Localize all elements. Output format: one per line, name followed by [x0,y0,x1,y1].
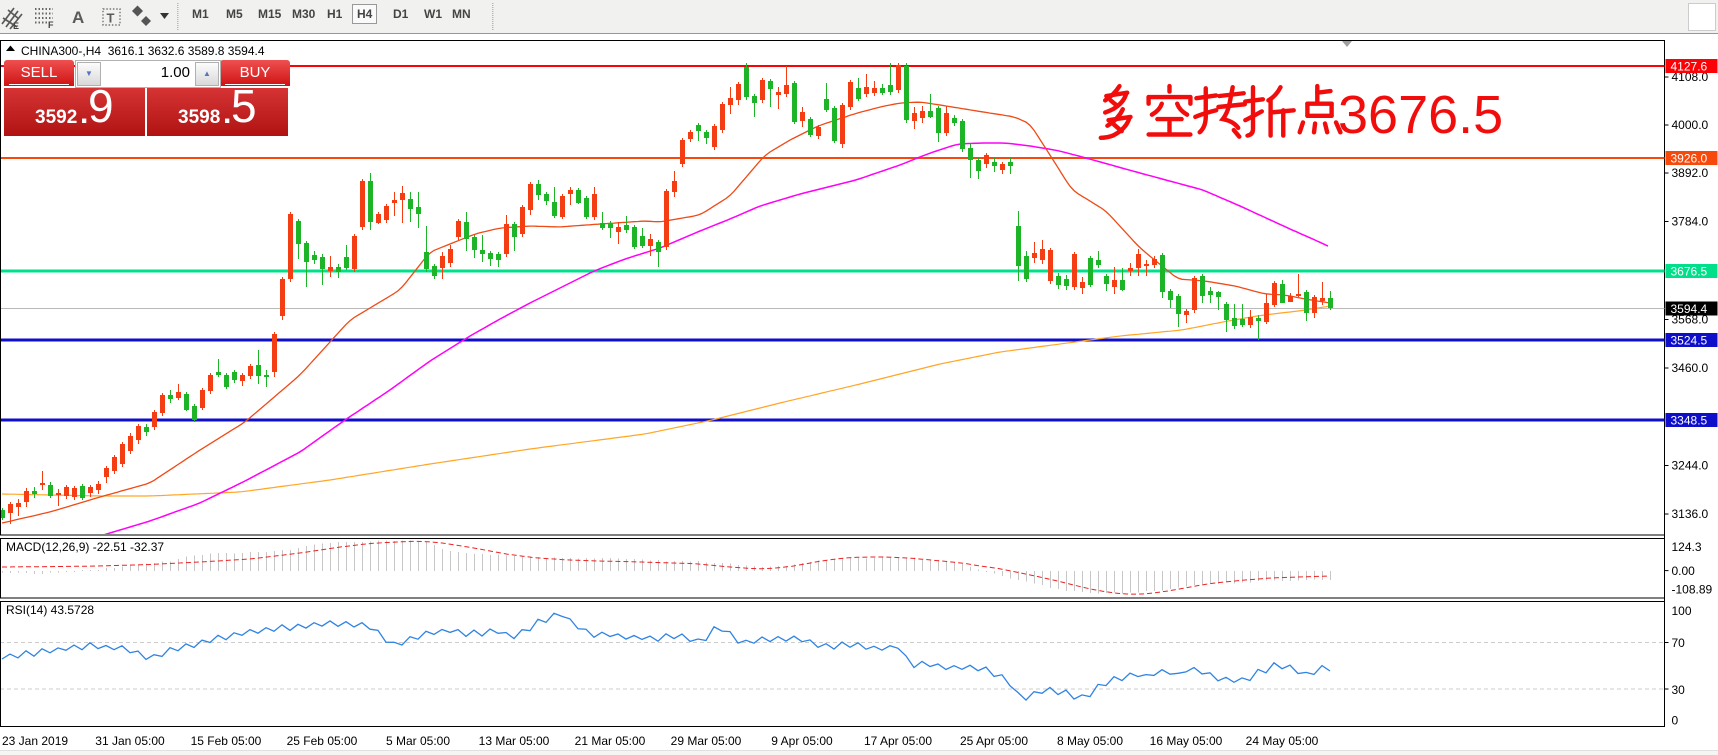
svg-text:17 Apr 05:00: 17 Apr 05:00 [864,734,932,748]
svg-text:3524.5: 3524.5 [1671,334,1708,348]
svg-text:124.3: 124.3 [1672,540,1702,554]
svg-text:21 Mar 05:00: 21 Mar 05:00 [575,734,646,748]
svg-text:F: F [48,20,54,30]
svg-text:E: E [13,21,19,31]
svg-text:3676.5: 3676.5 [1671,265,1708,279]
svg-text:13 Mar 05:00: 13 Mar 05:00 [479,734,550,748]
svg-text:3136.0: 3136.0 [1672,507,1709,521]
svg-text:9 Apr 05:00: 9 Apr 05:00 [771,734,833,748]
svg-text:15 Feb 05:00: 15 Feb 05:00 [191,734,262,748]
svg-text:25 Apr 05:00: 25 Apr 05:00 [960,734,1028,748]
svg-text:3244.0: 3244.0 [1672,459,1709,473]
svg-text:3892.0: 3892.0 [1672,166,1709,180]
svg-text:24 May 05:00: 24 May 05:00 [1246,734,1319,748]
svg-text:29 Mar 05:00: 29 Mar 05:00 [671,734,742,748]
svg-text:100: 100 [1672,604,1692,618]
svg-text:3460.0: 3460.0 [1672,361,1709,375]
svg-text:5 Mar 05:00: 5 Mar 05:00 [386,734,450,748]
svg-text:70: 70 [1672,636,1686,650]
svg-text:0: 0 [1672,714,1679,728]
svg-text:-108.89: -108.89 [1672,583,1713,597]
svg-text:4108.0: 4108.0 [1672,70,1709,84]
svg-text:MACD(12,26,9) -22.51 -32.37: MACD(12,26,9) -22.51 -32.37 [6,540,164,554]
svg-text:3676.5: 3676.5 [1338,85,1503,145]
svg-text:8 May 05:00: 8 May 05:00 [1057,734,1123,748]
svg-text:4127.6: 4127.6 [1671,60,1708,74]
svg-text:25 Feb 05:00: 25 Feb 05:00 [287,734,358,748]
svg-text:3568.0: 3568.0 [1672,313,1709,327]
svg-text:16 May 05:00: 16 May 05:00 [1150,734,1223,748]
svg-text:T: T [107,11,115,26]
svg-text:4000.0: 4000.0 [1672,118,1709,132]
svg-text:3784.0: 3784.0 [1672,215,1709,229]
svg-text:3594.4: 3594.4 [1671,302,1708,316]
svg-text:30: 30 [1672,683,1686,697]
svg-text:RSI(14) 43.5728: RSI(14) 43.5728 [6,603,94,617]
svg-text:3348.5: 3348.5 [1671,414,1708,428]
svg-text:0.00: 0.00 [1672,564,1696,578]
svg-text:3926.0: 3926.0 [1671,152,1708,166]
svg-text:31 Jan 05:00: 31 Jan 05:00 [95,734,165,748]
svg-text:A: A [72,8,84,27]
svg-text:23 Jan 2019: 23 Jan 2019 [2,734,68,748]
svg-text:CHINA300-,H4 3616.1 3632.6 35: CHINA300-,H4 3616.1 3632.6 3589.8 3594.4 [21,44,265,58]
